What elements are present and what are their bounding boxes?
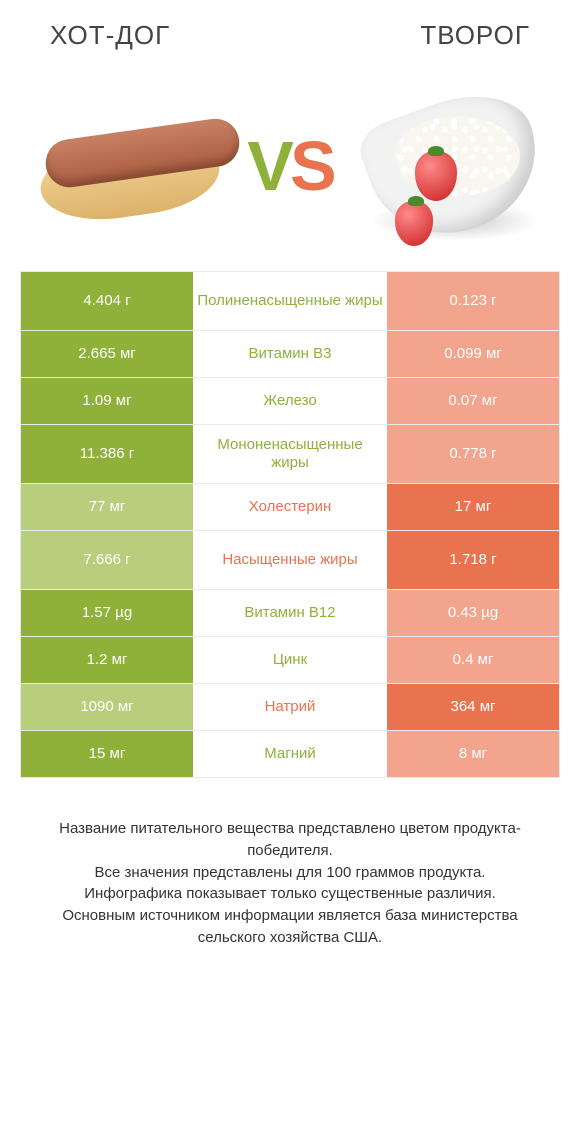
- table-row: 1.57 µgВитамин B120.43 µg: [21, 590, 559, 637]
- nutrient-name: Магний: [193, 731, 387, 777]
- table-row: 15 мгМагний8 мг: [21, 731, 559, 778]
- left-title: ХОТ-ДОГ: [50, 20, 170, 51]
- table-row: 7.666 гНасыщенные жиры1.718 г: [21, 531, 559, 590]
- table-row: 1.09 мгЖелезо0.07 мг: [21, 378, 559, 425]
- left-value: 7.666 г: [21, 531, 193, 589]
- nutrient-name: Натрий: [193, 684, 387, 730]
- right-value: 0.099 мг: [387, 331, 559, 377]
- nutrient-table: 4.404 гПолиненасыщенные жиры0.123 г2.665…: [20, 271, 560, 778]
- table-row: 4.404 гПолиненасыщенные жиры0.123 г: [21, 272, 559, 331]
- footer-line: Инфографика показывает только существенн…: [30, 883, 550, 905]
- hero-row: VS: [20, 71, 560, 261]
- nutrient-name: Полиненасыщенные жиры: [193, 272, 387, 330]
- nutrient-name: Витамин B12: [193, 590, 387, 636]
- cottage-cheese-illustration: [360, 91, 550, 251]
- comparison-infographic: ХОТ-ДОГ ТВОРОГ VS 4.404 гПолиненасыщенны…: [0, 0, 580, 1144]
- left-value: 4.404 г: [21, 272, 193, 330]
- right-value: 8 мг: [387, 731, 559, 777]
- left-value: 1.09 мг: [21, 378, 193, 424]
- nutrient-name: Мононенасыщенные жиры: [193, 425, 387, 483]
- left-value: 11.386 г: [21, 425, 193, 483]
- vs-v: V: [247, 127, 290, 205]
- right-title: ТВОРОГ: [420, 20, 530, 51]
- left-value: 1.2 мг: [21, 637, 193, 683]
- right-value: 1.718 г: [387, 531, 559, 589]
- footer-line: Название питательного вещества представл…: [30, 818, 550, 862]
- right-value: 0.43 µg: [387, 590, 559, 636]
- hotdog-illustration: [40, 121, 220, 231]
- left-value: 1.57 µg: [21, 590, 193, 636]
- vs-label: VS: [247, 126, 332, 206]
- nutrient-name: Железо: [193, 378, 387, 424]
- vs-s: S: [290, 127, 333, 205]
- table-row: 77 мгХолестерин17 мг: [21, 484, 559, 531]
- footer-notes: Название питательного вещества представл…: [20, 818, 560, 949]
- right-value: 17 мг: [387, 484, 559, 530]
- left-value: 77 мг: [21, 484, 193, 530]
- left-value: 2.665 мг: [21, 331, 193, 377]
- right-value: 0.123 г: [387, 272, 559, 330]
- table-row: 11.386 гМононенасыщенные жиры0.778 г: [21, 425, 559, 484]
- left-value: 15 мг: [21, 731, 193, 777]
- table-row: 1.2 мгЦинк0.4 мг: [21, 637, 559, 684]
- right-value: 364 мг: [387, 684, 559, 730]
- right-value: 0.4 мг: [387, 637, 559, 683]
- right-value: 0.778 г: [387, 425, 559, 483]
- nutrient-name: Цинк: [193, 637, 387, 683]
- footer-line: Все значения представлены для 100 граммо…: [30, 862, 550, 884]
- left-value: 1090 мг: [21, 684, 193, 730]
- right-value: 0.07 мг: [387, 378, 559, 424]
- nutrient-name: Насыщенные жиры: [193, 531, 387, 589]
- table-row: 1090 мгНатрий364 мг: [21, 684, 559, 731]
- title-row: ХОТ-ДОГ ТВОРОГ: [20, 20, 560, 51]
- footer-line: Основным источником информации является …: [30, 905, 550, 949]
- table-row: 2.665 мгВитамин B30.099 мг: [21, 331, 559, 378]
- nutrient-name: Холестерин: [193, 484, 387, 530]
- nutrient-name: Витамин B3: [193, 331, 387, 377]
